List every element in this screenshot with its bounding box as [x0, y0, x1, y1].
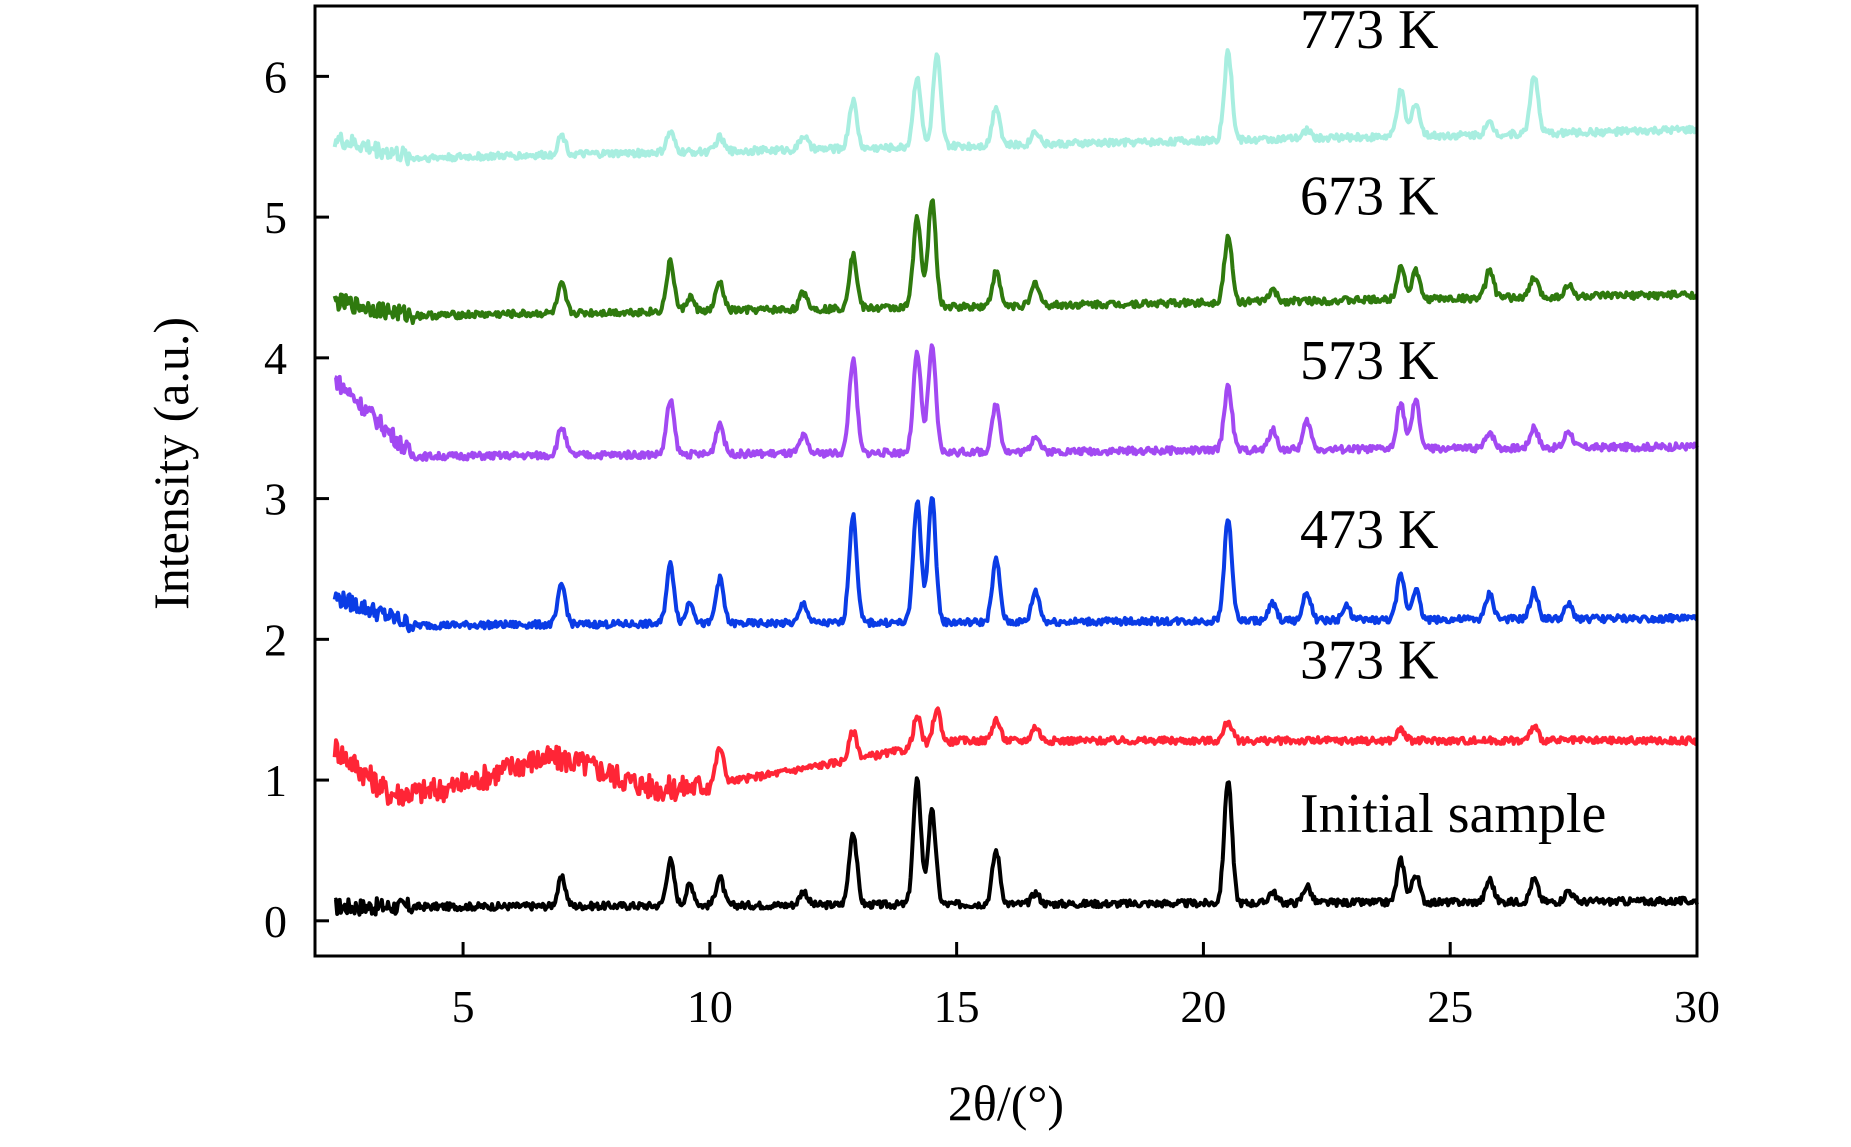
- x-tick-label: 20: [1180, 981, 1226, 1032]
- series-label: 573 K: [1300, 330, 1438, 392]
- x-axis-ticks: 5 10 15 20 25 30: [452, 942, 1720, 1032]
- y-tick-label: 5: [264, 192, 287, 243]
- plot-frame: [313, 4, 1699, 958]
- series-label: 773 K: [1300, 0, 1438, 61]
- series-label: 673 K: [1300, 165, 1438, 227]
- series-labels: Initial sample 373 K 473 K 573 K 673 K 773 K: [1300, 0, 1606, 845]
- series-line: [333, 776, 1699, 917]
- x-axis-title: 2θ/(°): [948, 1075, 1064, 1131]
- y-tick-label: 4: [264, 333, 287, 384]
- series-label: Initial sample: [1300, 783, 1606, 845]
- y-tick-label: 0: [264, 896, 287, 947]
- series-line: [332, 198, 1699, 325]
- y-tick-label: 2: [264, 614, 287, 665]
- y-tick-label: 6: [264, 51, 287, 102]
- series-line: [334, 343, 1699, 462]
- x-tick-label: 10: [687, 981, 733, 1032]
- y-tick-label: 3: [264, 474, 287, 525]
- x-tick-label: 5: [452, 981, 475, 1032]
- series-label: 473 K: [1300, 499, 1438, 561]
- x-tick-label: 15: [934, 981, 980, 1032]
- series-line: [332, 706, 1699, 807]
- y-axis-title: Intensity (a.u.): [143, 317, 199, 610]
- series-line: [332, 496, 1699, 634]
- y-axis-ticks: 0 1 2 3 4 5 6: [264, 51, 329, 947]
- x-tick-label: 25: [1427, 981, 1473, 1032]
- series-line: [332, 48, 1698, 167]
- x-tick-label: 30: [1674, 981, 1720, 1032]
- series-label: 373 K: [1300, 630, 1438, 692]
- series-curves: [332, 48, 1699, 917]
- y-tick-label: 1: [264, 755, 287, 806]
